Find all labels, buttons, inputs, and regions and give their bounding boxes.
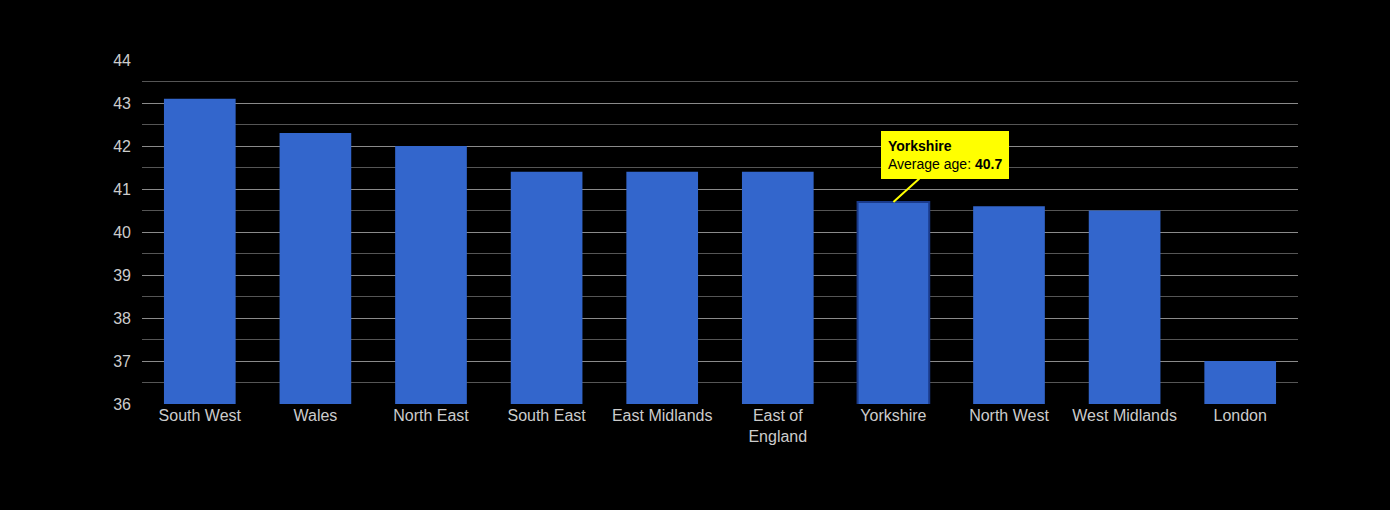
- svg-text:43: 43: [113, 95, 131, 112]
- svg-text:41: 41: [113, 181, 131, 198]
- svg-text:North East: North East: [393, 407, 469, 424]
- svg-text:London: London: [1214, 407, 1267, 424]
- svg-text:South East: South East: [507, 407, 586, 424]
- svg-text:East Midlands: East Midlands: [612, 407, 713, 424]
- svg-text:South West: South West: [159, 407, 242, 424]
- svg-text:North West: North West: [969, 407, 1049, 424]
- svg-text:39: 39: [113, 267, 131, 284]
- svg-text:East ofEngland: East ofEngland: [748, 407, 807, 445]
- svg-text:44: 44: [113, 52, 131, 69]
- svg-text:40: 40: [113, 224, 131, 241]
- svg-text:West Midlands: West Midlands: [1072, 407, 1177, 424]
- svg-text:42: 42: [113, 138, 131, 155]
- svg-text:Yorkshire: Yorkshire: [860, 407, 926, 424]
- svg-text:38: 38: [113, 310, 131, 327]
- svg-text:37: 37: [113, 353, 131, 370]
- svg-text:Wales: Wales: [293, 407, 337, 424]
- svg-text:36: 36: [113, 396, 131, 413]
- svg-text:YorkshireAverage age: 40.7: YorkshireAverage age: 40.7: [888, 138, 1002, 172]
